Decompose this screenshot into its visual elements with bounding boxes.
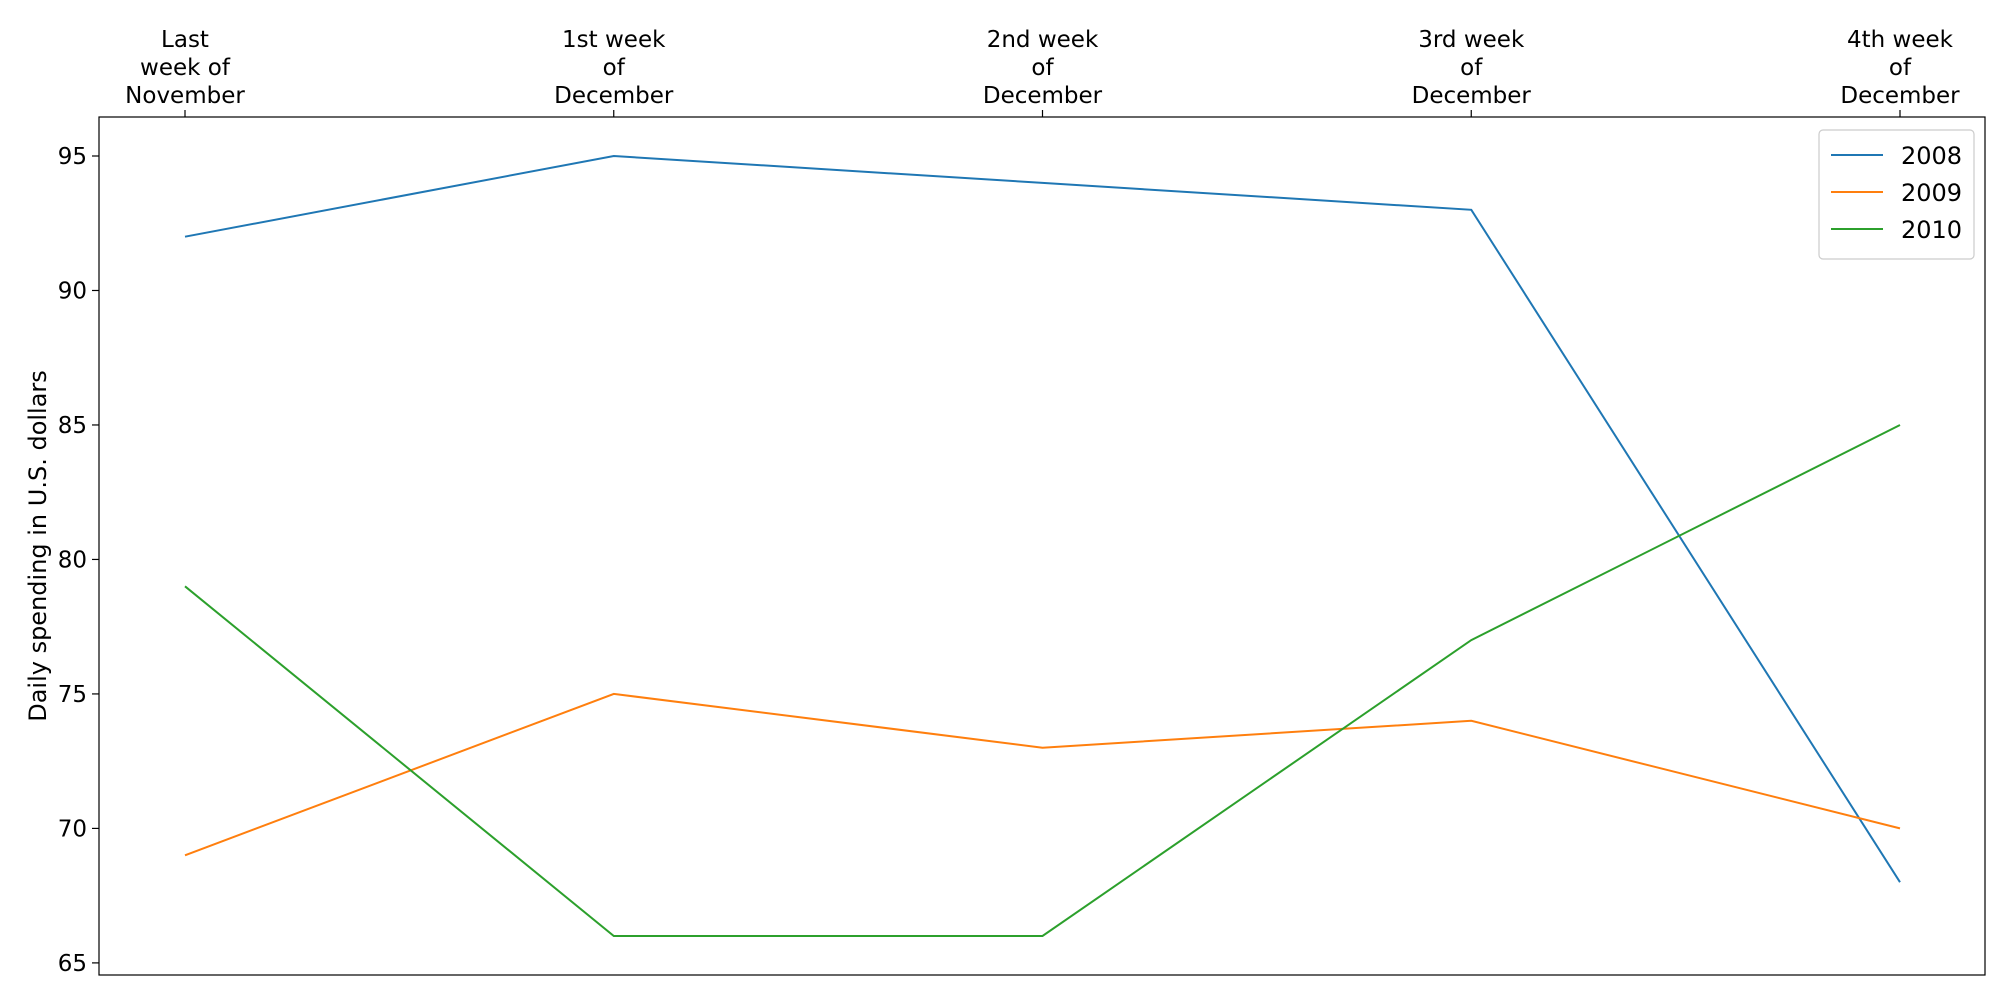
y-tick-label: 95 [58, 144, 87, 170]
x-tick-label: 3rd week [1418, 27, 1525, 53]
series-layer [184, 154, 1901, 937]
y-tick-label: 80 [58, 547, 87, 573]
x-tick-label: 1st week [562, 27, 666, 53]
legend-label-2010: 2010 [1901, 216, 1962, 244]
x-tick-label: of [1031, 55, 1054, 81]
legend-label-2008: 2008 [1901, 142, 1962, 170]
y-axis: 65 70 75 80 85 90 95 [58, 144, 99, 977]
x-tick-label: November [125, 83, 245, 109]
series-line-2010 [184, 424, 1901, 937]
y-tick-label: 65 [58, 951, 87, 977]
x-tick-label: 2nd week [987, 27, 1099, 53]
x-tick-label: 4th week [1847, 27, 1954, 53]
series-line-2009 [184, 692, 1901, 857]
legend-label-2009: 2009 [1901, 179, 1962, 207]
y-tick-label: 90 [58, 278, 87, 304]
y-tick-label: 70 [58, 816, 87, 842]
x-tick-label: of [603, 55, 626, 81]
x-tick-label: of [1889, 55, 1912, 81]
plot-background [99, 117, 1985, 975]
x-tick-label: Last [161, 27, 209, 53]
x-tick-label: December [1412, 83, 1532, 109]
x-tick-label: December [554, 83, 674, 109]
x-tick-label: December [1840, 83, 1960, 109]
x-tick-label: December [983, 83, 1103, 109]
legend-box [1818, 129, 1975, 260]
plot-frame [98, 116, 1986, 976]
y-tick-label: 85 [58, 413, 87, 439]
x-tick-label: week of [140, 55, 231, 81]
x-tick-label: of [1460, 55, 1483, 81]
legend: 2008 2009 2010 [1818, 129, 1975, 260]
y-axis-label: Daily spending in U.S. dollars [24, 370, 52, 722]
series-line-2008 [184, 154, 1901, 883]
y-tick-label: 75 [58, 682, 87, 708]
